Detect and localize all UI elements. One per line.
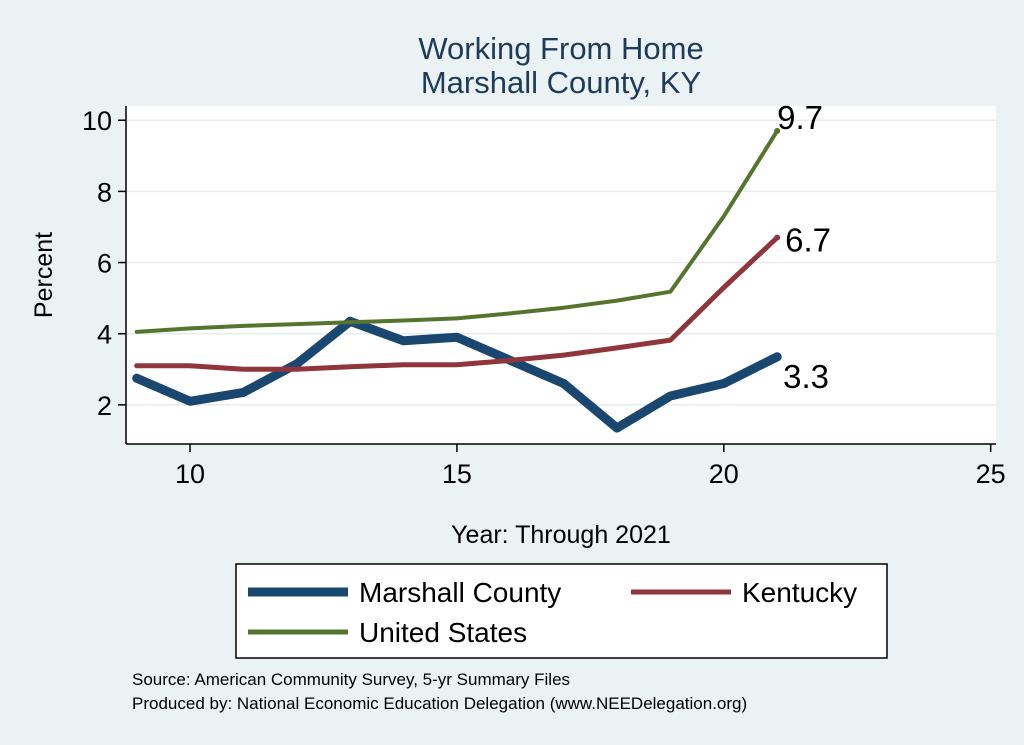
series-endpoint-kentucky [774,234,781,241]
series-endpoint-united-states [774,127,781,134]
end-label-marshall-county: 3.3 [783,358,829,395]
legend-label-kentucky: Kentucky [742,577,857,608]
series-line-united-states [134,128,780,334]
series-lines [132,127,782,433]
series-endpoint-marshall-county [774,353,781,360]
x-tick-label-25: 25 [976,459,1006,489]
y-tick-label-2: 2 [97,391,112,421]
y-axis-title: Percent [30,232,58,318]
axes [125,106,996,445]
y-tick-label-6: 6 [97,249,112,279]
y-tick-label-10: 10 [82,106,112,136]
y-tick-label-4: 4 [97,320,112,350]
x-tick-label-20: 20 [709,459,739,489]
legend-box [235,563,888,659]
x-tick-label-10: 10 [175,459,205,489]
series-line-marshall-county [132,316,782,433]
chart-title: Working From Home [418,31,703,66]
x-axis-title: Year: Through 2021 [451,521,671,549]
end-label-united-states: 9.7 [777,99,823,136]
end-label-kentucky: 6.7 [785,222,831,259]
series-line-kentucky [134,235,780,372]
axis-ticks: 2 4 6 8 10 10 15 20 25 [82,106,1006,489]
plot-area [126,106,996,444]
x-tick-label-15: 15 [442,459,472,489]
grid-lines [126,119,996,406]
chart-subtitle: Marshall County, KY [421,65,701,100]
end-labels: 3.3 6.7 9.7 [777,99,831,395]
legend-label-marshall-county: Marshall County [359,577,561,608]
legend-label-united-states: United States [359,617,527,648]
source-note: Source: American Community Survey, 5-yr … [132,670,570,689]
y-tick-label-8: 8 [97,177,112,207]
producer-note: Produced by: National Economic Education… [132,694,747,713]
legend: Marshall County Kentucky United States [235,563,888,659]
